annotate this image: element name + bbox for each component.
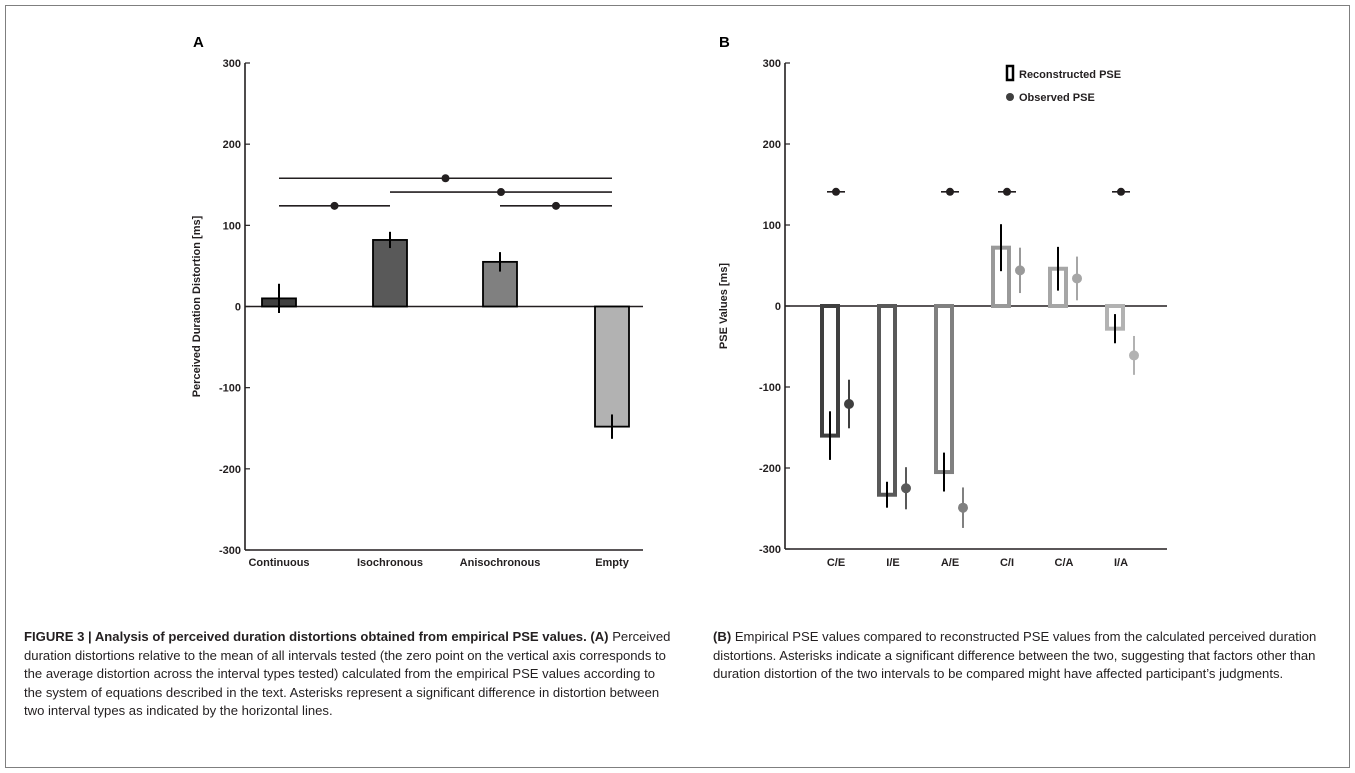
panel-label: A [193,34,204,51]
y-tick-label: -200 [219,464,241,476]
reconstructed-bar-i-e [877,304,897,497]
panel-b: -300 -200 -100 0 100 200 300 B PSE Values [ms] C/… [718,34,1167,569]
figure-frame [5,5,1350,768]
y-tick-label: 300 [763,58,781,70]
reconstructed-bar-a-e [934,304,954,475]
caption-part-b-text: Empirical PSE values compared to reconst… [713,629,1317,682]
panel-label: B [719,34,730,51]
caption-part-a-label: (A) [590,629,609,644]
significance-asterisk [441,174,450,183]
x-tick-label: I/A [1114,557,1128,569]
y-tick-label: 200 [763,139,781,151]
y-tick-label: -100 [759,382,781,394]
bar-isochronous [372,239,408,308]
caption-right: (B) Empirical PSE values compared to rec… [713,628,1341,684]
observed-point-i-a [1129,350,1139,361]
x-tick-label: Isochronous [357,557,423,569]
observed-point-c-i [1015,265,1025,276]
y-tick-label: -300 [219,545,241,557]
observed-point-c-a [1072,273,1082,284]
y-tick-label: 0 [775,301,781,313]
x-tick-label: A/E [941,557,959,569]
significance-asterisk [330,201,339,210]
y-tick-label: 300 [223,58,241,70]
y-axis-label: PSE Values [ms] [718,263,730,350]
caption-figure-label: FIGURE 3 | Analysis of perceived duratio… [24,629,587,644]
caption-part-a-text: Perceived duration distortions relative … [24,629,671,719]
figure-panels: -300 -200 -100 0 100 200 300 A Perceived Duratio… [191,34,1167,569]
panel-a: -300 -200 -100 0 100 200 300 A Perceived Duratio… [191,34,643,569]
y-tick-label: -200 [759,463,781,475]
asterisk-marker [832,187,840,196]
x-tick-label: C/A [1055,557,1074,569]
y-tick-label: 100 [223,220,241,232]
x-tick-label: C/I [1000,557,1014,569]
x-tick-label: I/E [886,557,899,569]
bar-empty [594,305,630,428]
legend-observed-label: Observed PSE [1019,92,1095,104]
x-tick-label: C/E [827,557,845,569]
y-tick-label: 100 [763,220,781,232]
x-tick-label: Anisochronous [460,557,541,569]
legend-observed-swatch [1006,93,1014,101]
observed-point-c-e [844,399,854,410]
asterisk-marker [946,187,954,196]
significance-asterisk [552,201,560,210]
legend-reconstructed-swatch [1005,64,1015,82]
legend-reconstructed-label: Reconstructed PSE [1019,69,1121,81]
observed-point-a-e [958,502,968,513]
x-tick-label: Empty [595,557,630,569]
observed-point-i-e [901,483,911,494]
y-tick-label: 200 [223,139,241,151]
caption-left: FIGURE 3 | Analysis of perceived duratio… [24,628,672,721]
asterisk-marker [1117,187,1125,196]
caption-part-b-label: (B) [713,629,732,644]
y-tick-label: 0 [235,302,241,314]
x-tick-label: Continuous [248,557,309,569]
asterisk-marker [1003,187,1011,196]
y-tick-label: -100 [219,383,241,395]
y-axis-label: Perceived Duration Distortion [ms] [191,215,203,397]
y-tick-label: -300 [759,544,781,556]
significance-asterisk [497,188,505,197]
